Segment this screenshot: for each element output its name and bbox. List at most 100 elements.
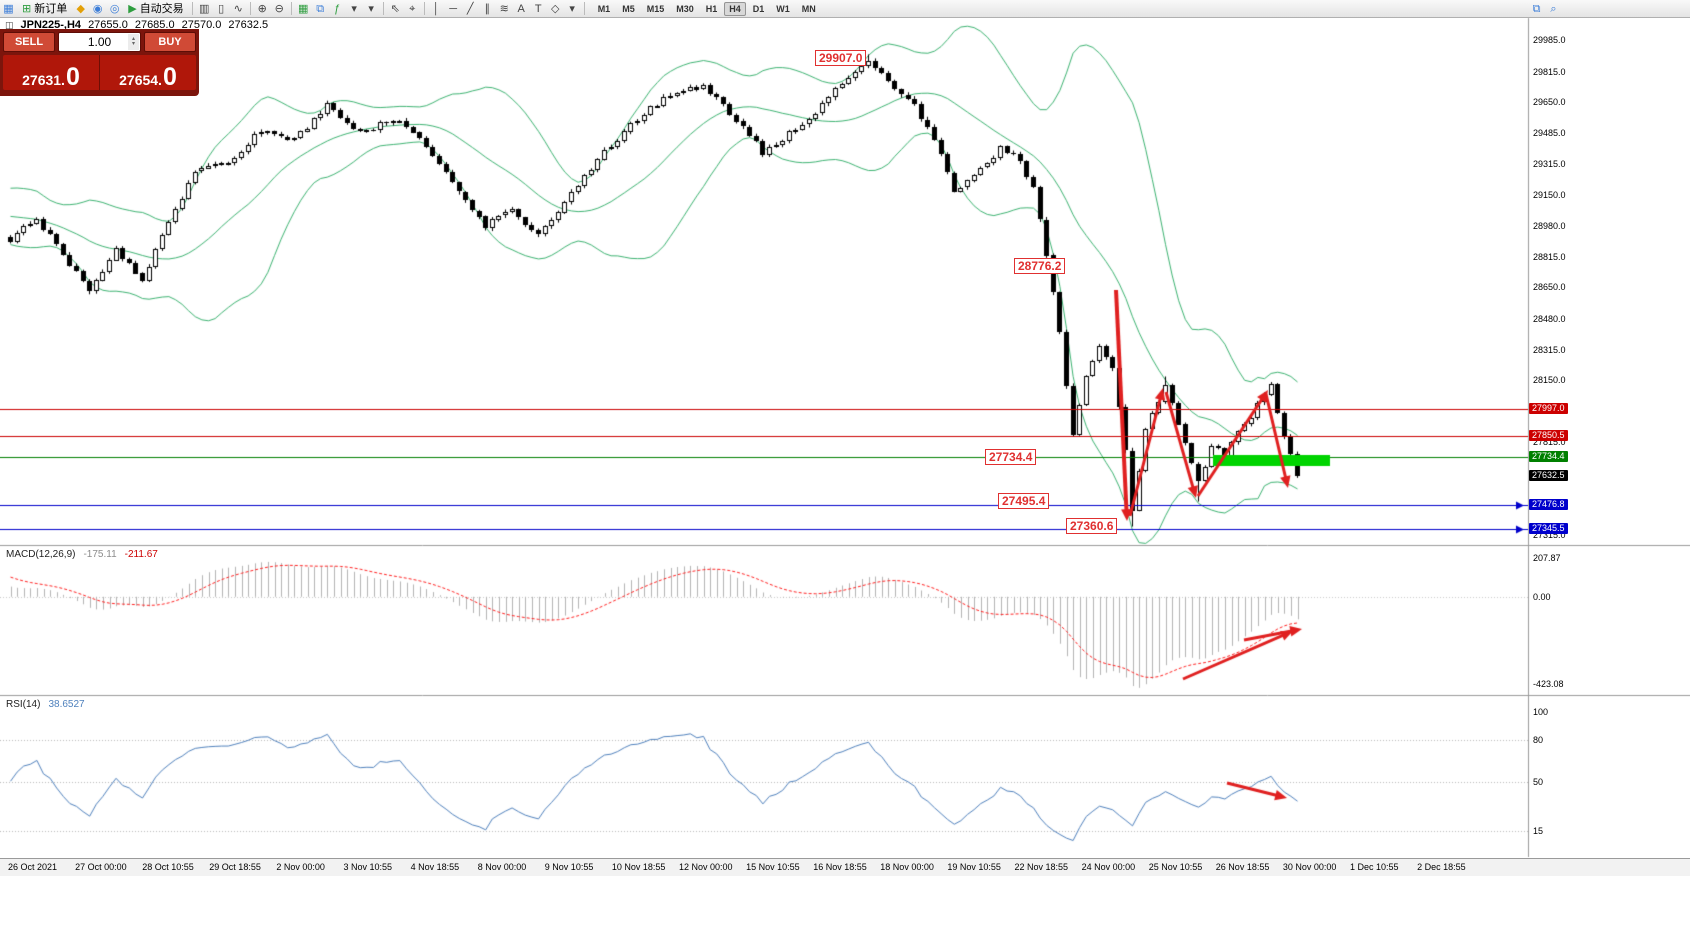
cascade-windows-icon[interactable]: ⧉ xyxy=(316,2,325,15)
timeframe-m5[interactable]: M5 xyxy=(622,3,635,14)
macd-axis-label: -423.08 xyxy=(1533,679,1564,689)
time-axis[interactable]: 26 Oct 2021 27 Oct 00:00 28 Oct 10:55 29 Oc… xyxy=(0,858,1690,876)
symbol-name: JPN225-,H4 xyxy=(20,19,82,31)
timeframe-d1[interactable]: D1 xyxy=(752,3,765,14)
toolbar-separator xyxy=(191,2,193,15)
sell-price[interactable]: 27631. 0 xyxy=(3,55,99,90)
time-axis-label: 19 Nov 10:55 xyxy=(947,862,1001,872)
timeframe-m15[interactable]: M15 xyxy=(646,3,665,14)
cursor-icon[interactable]: ⇖ xyxy=(390,2,400,15)
market-watch-icon[interactable]: ◉ xyxy=(92,2,103,15)
indicators-dropdown-icon[interactable]: ▾ xyxy=(351,2,357,15)
price-axis-label: 27815.0 xyxy=(1533,437,1566,448)
price-callout[interactable]: 27495.4 xyxy=(998,493,1050,509)
crosshair-icon[interactable]: ⌖ xyxy=(409,2,416,15)
one-click-trading-panel: SELL 1.00 ▴ ▾ BUY 27631. 0 27654. 0 xyxy=(0,29,199,96)
price-line-badge: 27345.5 xyxy=(1529,523,1568,535)
volume-input[interactable]: 1.00 ▴ ▾ xyxy=(58,32,141,52)
buy-price[interactable]: 27654. 0 xyxy=(100,55,196,90)
price-axis-label: 27315.0 xyxy=(1533,529,1566,540)
ohlc-low: 27570.0 xyxy=(181,19,222,31)
sell-button[interactable]: SELL xyxy=(3,32,55,52)
price-axis-label: 29485.0 xyxy=(1533,127,1566,138)
toolbar: ▦ ⊞ 新订单 ◆ ◉ ◎ ▶ 自动交易 ▥ ▯ ∿ ⊕ ⊖ ▦ ⧉ ƒ ▾ ▾ ⇖ ⌖ │ ─ ╱ ∥ ≋ A T ◇ ▾ M1 M5 M… xyxy=(0,0,1690,18)
current-price-badge: 27632.5 xyxy=(1529,470,1568,482)
new-order-button-icon: ⊞ xyxy=(22,2,32,15)
channel-icon[interactable]: ∥ xyxy=(484,2,490,15)
text-icon[interactable]: A xyxy=(517,2,525,15)
price-axis-label: 28480.0 xyxy=(1533,314,1566,324)
chart-profile-icon[interactable]: ◆ xyxy=(76,2,85,15)
shapes-dropdown-icon[interactable]: ▾ xyxy=(569,2,575,15)
price-axis-label: 29815.0 xyxy=(1533,66,1566,77)
shapes-icon[interactable]: ◇ xyxy=(550,2,560,15)
dock-window-icon[interactable]: ⧉ xyxy=(1532,2,1541,15)
periods-dropdown-icon[interactable]: ▾ xyxy=(368,2,374,15)
new-order-button-label: 新订单 xyxy=(34,2,68,15)
time-axis-label: 2 Nov 00:00 xyxy=(276,862,325,872)
time-axis-label: 3 Nov 10:55 xyxy=(343,862,393,872)
timeframe-h4[interactable]: H4 xyxy=(724,1,746,16)
time-axis-label: 25 Nov 10:55 xyxy=(1148,862,1203,872)
candlestick-chart-icon[interactable]: ▯ xyxy=(218,2,225,15)
price-callout[interactable]: 27734.4 xyxy=(985,449,1037,465)
spinner-up-icon[interactable]: ▴ xyxy=(131,36,135,42)
timeframe-m1[interactable]: M1 xyxy=(597,3,611,14)
tile-windows-icon[interactable]: ▦ xyxy=(297,2,309,15)
timeframe-w1[interactable]: W1 xyxy=(776,3,790,14)
data-window-icon[interactable]: ◎ xyxy=(109,2,120,15)
macd-axis-label: 207.87 xyxy=(1533,553,1561,563)
time-axis-label: 2 Dec 18:55 xyxy=(1417,862,1466,872)
price-axis-label: 28315.0 xyxy=(1533,344,1566,355)
macd-name: MACD(12,26,9) xyxy=(6,549,76,560)
trendline-icon[interactable]: ╱ xyxy=(466,2,474,15)
zoom-out-icon[interactable]: ⊖ xyxy=(274,2,284,15)
line-chart-icon[interactable]: ∿ xyxy=(233,2,243,15)
timeframe-mn[interactable]: MN xyxy=(801,3,816,14)
label-icon[interactable]: T xyxy=(534,2,542,15)
time-axis-label: 15 Nov 10:55 xyxy=(746,862,800,872)
volume-value[interactable]: 1.00 xyxy=(87,35,112,49)
macd-signal-value: -211.67 xyxy=(124,549,158,560)
auto-trading-button[interactable]: ▶ 自动交易 xyxy=(123,1,188,17)
volume-spinner[interactable]: ▴ ▾ xyxy=(128,34,139,50)
price-line-badge: 27734.4 xyxy=(1529,451,1568,463)
indicators-icon[interactable]: ƒ xyxy=(334,2,341,15)
price-axis-label: 29315.0 xyxy=(1533,159,1566,170)
price-axis-label: 28980.0 xyxy=(1533,221,1566,232)
timeframe-m30[interactable]: M30 xyxy=(676,3,694,14)
time-axis-label: 22 Nov 18:55 xyxy=(1014,862,1069,872)
buy-price-main: 27654. xyxy=(119,72,162,88)
price-divider xyxy=(99,55,100,90)
time-axis-label: 1 Dec 10:55 xyxy=(1350,862,1399,872)
price-callout[interactable]: 29907.0 xyxy=(815,50,867,66)
time-axis-label: 29 Oct 18:55 xyxy=(209,862,261,872)
bar-chart-icon[interactable]: ▥ xyxy=(198,2,210,15)
horizontal-line-icon[interactable]: ─ xyxy=(449,2,458,15)
chart-window-icon[interactable]: ▦ xyxy=(3,2,14,15)
rsi-name: RSI(14) xyxy=(6,699,41,710)
rsi-value: 38.6527 xyxy=(48,699,85,710)
fibonacci-icon[interactable]: ≋ xyxy=(499,2,509,15)
chart-title: ◫ JPN225-,H4 27655.0 27685.0 27570.0 276… xyxy=(5,19,268,31)
vertical-line-icon[interactable]: │ xyxy=(432,2,440,15)
time-axis-label: 28 Oct 10:55 xyxy=(142,862,194,872)
time-axis-label: 4 Nov 18:55 xyxy=(410,862,460,872)
toolbar-separator xyxy=(249,2,251,15)
ohlc-close: 27632.5 xyxy=(228,19,269,31)
spinner-down-icon[interactable]: ▾ xyxy=(131,41,135,47)
buy-button[interactable]: BUY xyxy=(144,32,196,52)
price-axis-label: 28150.0 xyxy=(1533,375,1566,386)
price-callout[interactable]: 28776.2 xyxy=(1014,258,1066,274)
new-order-button[interactable]: ⊞ 新订单 xyxy=(17,1,72,17)
trade-panel-controls: SELL 1.00 ▴ ▾ BUY xyxy=(3,32,196,52)
price-callout[interactable]: 27360.6 xyxy=(1066,518,1118,534)
rsi-axis-label: 50 xyxy=(1533,777,1544,787)
ohlc-high: 27685.0 xyxy=(134,19,175,31)
time-axis-label: 12 Nov 00:00 xyxy=(679,862,733,872)
zoom-in-icon[interactable]: ⊕ xyxy=(257,2,267,15)
quick-search-icon[interactable]: ⌕ xyxy=(1550,2,1557,15)
timeframe-h1[interactable]: H1 xyxy=(705,3,718,14)
